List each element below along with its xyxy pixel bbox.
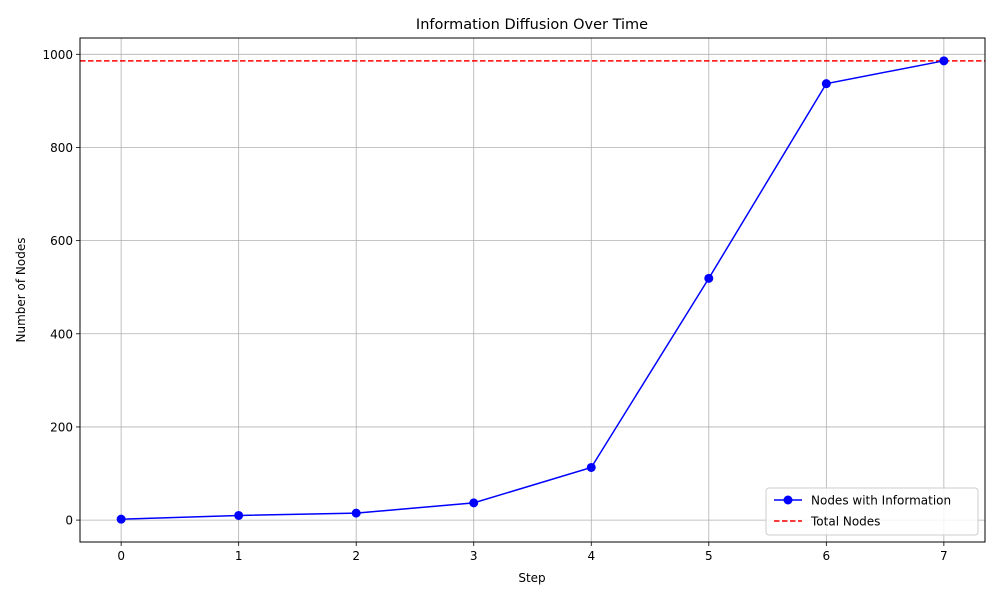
y-tick-label: 400: [50, 327, 73, 341]
x-tick-label: 0: [117, 549, 125, 563]
legend-marker-nodes-with-information: [783, 495, 793, 505]
data-point: [704, 273, 714, 283]
data-point: [234, 510, 244, 520]
x-tick-label: 1: [235, 549, 243, 563]
x-tick-label: 4: [587, 549, 595, 563]
y-axis-ticks: 0 200 400 600 800 1000: [42, 48, 80, 528]
legend-label-total-nodes: Total Nodes: [810, 515, 880, 529]
x-tick-label: 6: [823, 549, 831, 563]
chart-title: Information Diffusion Over Time: [416, 17, 648, 33]
x-tick-label: 5: [705, 549, 713, 563]
data-point: [116, 514, 126, 524]
data-point: [821, 79, 831, 89]
data-point: [939, 56, 949, 66]
y-tick-label: 600: [50, 234, 73, 248]
data-point: [351, 508, 361, 518]
data-point: [586, 462, 596, 472]
y-tick-label: 200: [50, 420, 73, 434]
legend-label-nodes-with-information: Nodes with Information: [811, 494, 951, 508]
y-axis-label: Number of Nodes: [14, 238, 28, 343]
plot-frame: [79, 37, 986, 543]
x-axis-label: Step: [518, 571, 545, 585]
x-tick-label: 3: [470, 549, 478, 563]
legend-box: [765, 487, 979, 536]
data-point: [469, 498, 479, 508]
x-tick-label: 2: [352, 549, 360, 563]
grid: [80, 38, 985, 542]
y-tick-label: 800: [50, 141, 73, 155]
series-line-nodes-with-information: [121, 60, 945, 520]
legend: Nodes with Information Total Nodes: [765, 487, 979, 536]
y-tick-label: 0: [65, 514, 73, 528]
x-tick-label: 7: [940, 549, 948, 563]
series: [116, 56, 949, 524]
y-tick-label: 1000: [42, 48, 73, 62]
x-axis-ticks: 0 1 2 3 4 5 6 7: [117, 542, 948, 563]
